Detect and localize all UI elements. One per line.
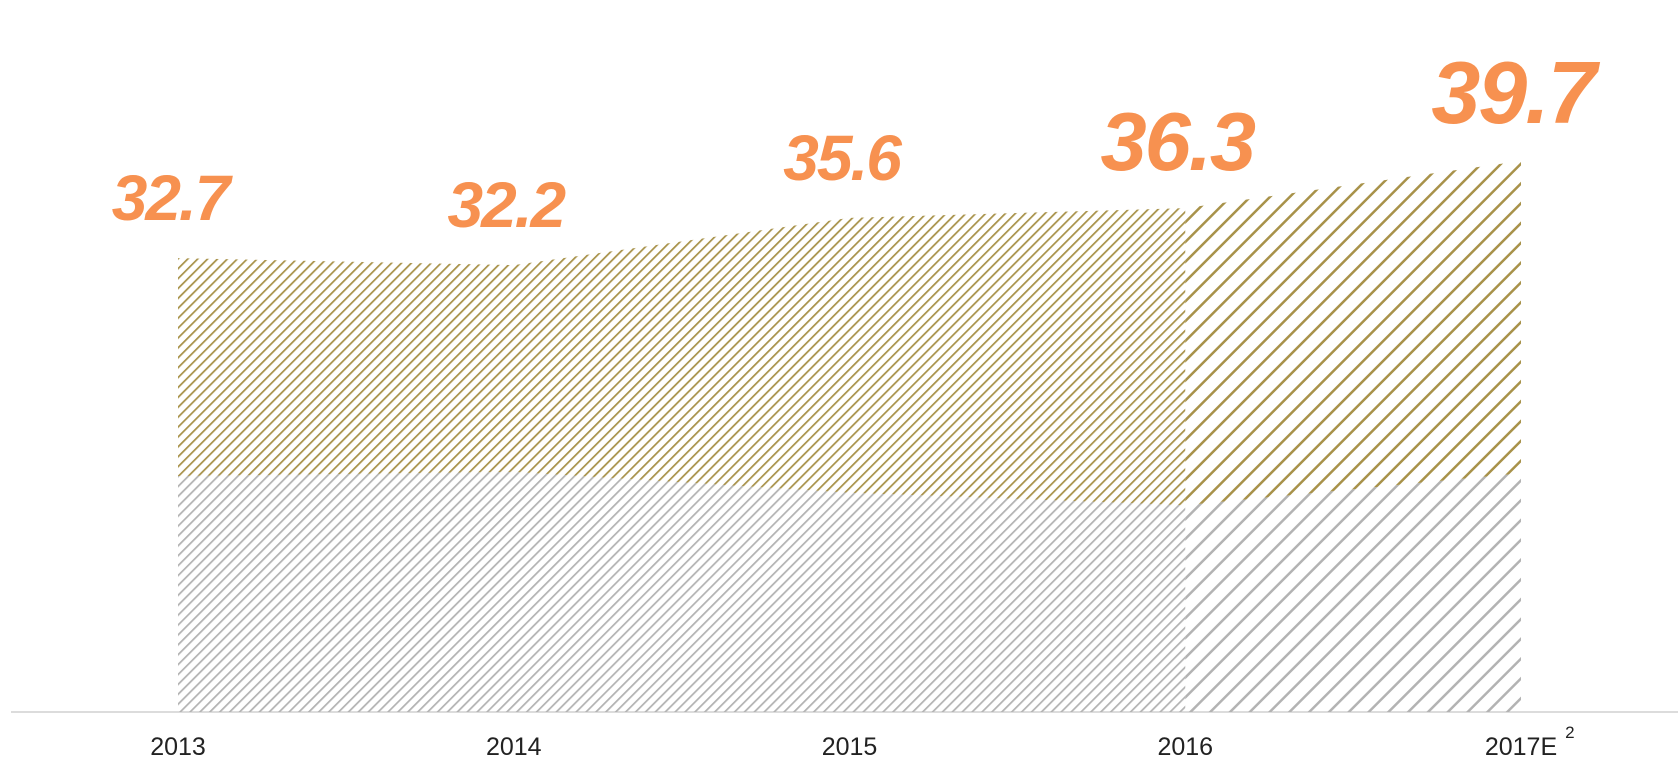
x-tick-label: 2015 (822, 733, 878, 760)
total-label: 32.7 (112, 162, 234, 234)
footnote-marker: 2 (1565, 723, 1574, 742)
x-tick-label: 2017E (1485, 733, 1557, 760)
x-tick-label: 2014 (486, 733, 542, 760)
total-label: 36.3 (1100, 95, 1255, 188)
area-estimate (1185, 473, 1521, 712)
area-estimate (1185, 160, 1521, 506)
total-label: 35.6 (783, 122, 902, 194)
x-tick-label: 2016 (1157, 733, 1213, 760)
x-tick-label: 2013 (150, 733, 206, 760)
total-label: 39.7 (1431, 43, 1600, 142)
area (178, 208, 1186, 506)
area (178, 471, 1186, 712)
total-label: 32.2 (447, 169, 565, 241)
